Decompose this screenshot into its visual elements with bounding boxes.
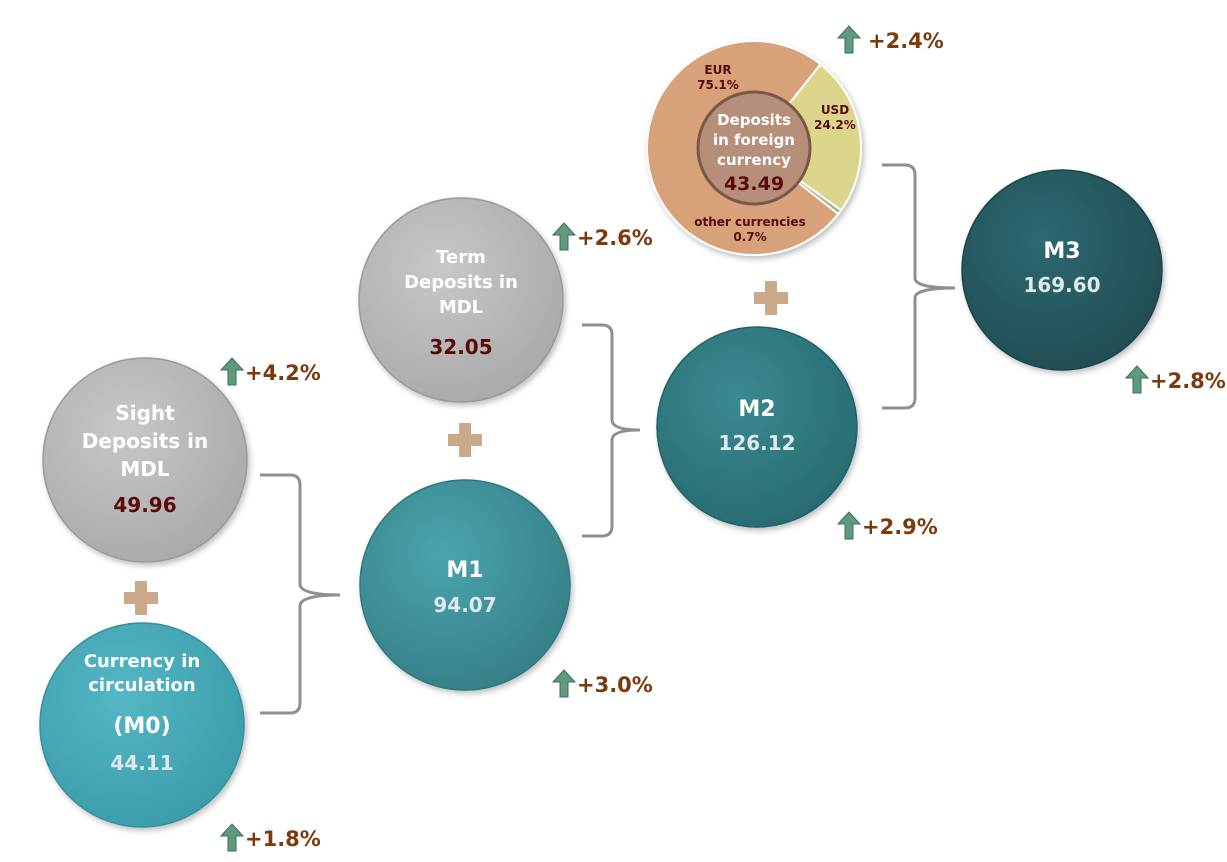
m3-label: M3 — [1043, 239, 1080, 264]
change-foreign: +2.4% — [836, 25, 944, 54]
change-m0: +1.8% — [219, 823, 321, 852]
arrow-up-icon — [836, 511, 862, 540]
foreign-value: 43.49 — [724, 173, 784, 195]
eur-pct: 75.1% — [697, 78, 739, 92]
plus-icon — [124, 581, 158, 615]
term-deposits-node: Term Deposits in MDL 32.05 — [358, 197, 564, 403]
m3-value: 169.60 — [1023, 273, 1100, 297]
change-m1: +3.0% — [551, 669, 653, 698]
m0-code: (M0) — [113, 714, 170, 739]
change-m2-text: +2.9% — [862, 515, 938, 539]
change-m3-text: +2.8% — [1150, 369, 1226, 393]
bracket-m2-m3 — [882, 163, 956, 410]
other-pct: 0.7% — [733, 230, 766, 244]
change-term: +2.6% — [551, 222, 653, 251]
m2-label: M2 — [738, 397, 775, 422]
change-m1-text: +3.0% — [577, 673, 653, 697]
m1-value: 94.07 — [433, 593, 496, 617]
bracket-m0-m1 — [260, 473, 341, 715]
sight-label-1: Sight — [115, 401, 175, 425]
plus-icon — [754, 281, 788, 315]
m2-node: M2 126.12 — [656, 326, 858, 528]
m0-value: 44.11 — [110, 751, 173, 775]
eur-label: EUR — [704, 63, 731, 77]
sight-label-3: MDL — [120, 457, 170, 481]
arrow-up-icon — [551, 222, 577, 251]
m2-value: 126.12 — [718, 431, 795, 455]
sight-value: 49.96 — [113, 493, 176, 517]
term-label-1: Term — [436, 247, 486, 268]
arrow-up-icon — [1124, 365, 1150, 394]
change-m2: +2.9% — [836, 511, 938, 540]
m0-label-2: circulation — [88, 675, 195, 696]
other-label: other currencies — [694, 215, 805, 229]
foreign-label-1: Deposits — [717, 111, 791, 129]
m1-label: M1 — [446, 558, 483, 583]
bracket-m1-m2 — [582, 323, 641, 538]
arrow-up-icon — [219, 357, 245, 386]
m0-node: Currency in circulation (M0) 44.11 — [39, 622, 245, 828]
donut-center — [696, 90, 812, 206]
foreign-deposits-donut — [645, 40, 862, 256]
change-m0-text: +1.8% — [245, 827, 321, 851]
term-label-2: Deposits in — [404, 272, 518, 293]
m1-node: M1 94.07 — [359, 479, 571, 691]
m3-node: M3 169.60 — [961, 169, 1163, 371]
change-foreign-text: +2.4% — [868, 29, 944, 53]
term-value: 32.05 — [429, 335, 492, 359]
sight-label-2: Deposits in — [82, 429, 209, 453]
change-sight-text: +4.2% — [245, 361, 321, 385]
change-m3: +2.8% — [1124, 365, 1226, 394]
arrow-up-icon — [836, 25, 862, 54]
arrow-up-icon — [219, 823, 245, 852]
change-sight: +4.2% — [219, 357, 321, 386]
foreign-label-3: currency — [717, 151, 791, 169]
foreign-label-2: in foreign — [713, 131, 795, 149]
sight-deposits-node: Sight Deposits in MDL 49.96 — [42, 357, 248, 563]
m0-label-1: Currency in — [84, 651, 200, 672]
plus-icon — [448, 423, 482, 457]
arrow-up-icon — [551, 669, 577, 698]
usd-pct: 24.2% — [814, 118, 856, 132]
change-term-text: +2.6% — [577, 226, 653, 250]
usd-label: USD — [821, 103, 849, 117]
term-label-3: MDL — [439, 297, 483, 318]
